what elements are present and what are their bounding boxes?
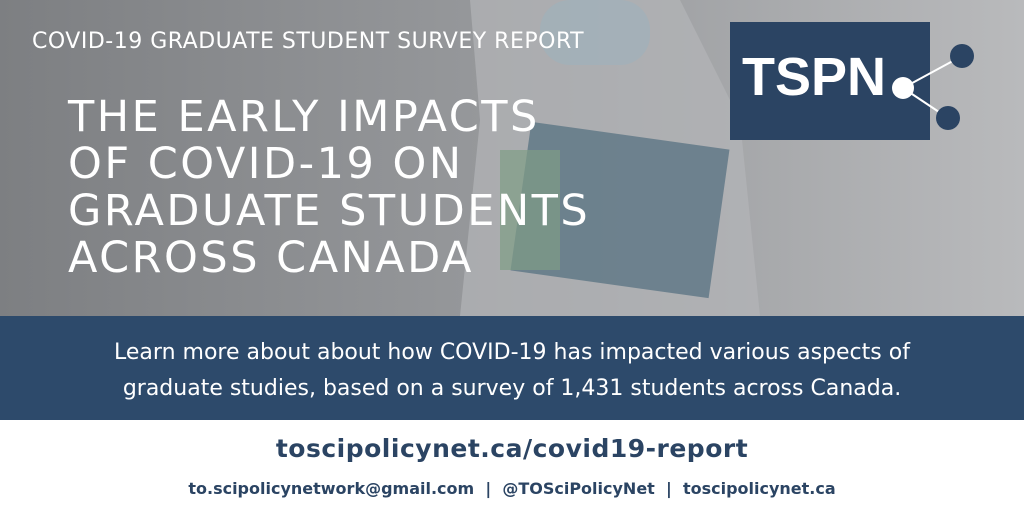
title-line: OF COVID-19 ON bbox=[68, 139, 463, 189]
logo-node bbox=[892, 77, 914, 99]
logo: TSPN bbox=[730, 22, 974, 140]
description: Learn more about about how COVID-19 has … bbox=[114, 340, 911, 401]
info-band bbox=[0, 316, 1024, 420]
contact-line: to.scipolicynetwork@gmail.com | @TOSciPo… bbox=[188, 479, 835, 499]
book-shape bbox=[510, 121, 730, 299]
description-line: graduate studies, based on a survey of 1… bbox=[123, 376, 901, 401]
logo-node bbox=[936, 106, 960, 130]
book-shape bbox=[500, 150, 560, 270]
title-line: ACROSS CANADA bbox=[68, 233, 474, 283]
footer-background bbox=[0, 420, 1024, 512]
subtitle: COVID-19 GRADUATE STUDENT SURVEY REPORT bbox=[32, 29, 584, 54]
report-url[interactable]: toscipolicynet.ca/covid19-report bbox=[276, 434, 748, 463]
logo-node bbox=[950, 44, 974, 68]
title-line: GRADUATE STUDENTS bbox=[68, 186, 590, 236]
mask-shape bbox=[540, 0, 650, 65]
title-line: THE EARLY IMPACTS bbox=[67, 92, 540, 142]
logo-text: TSPN bbox=[742, 47, 886, 107]
description-line: Learn more about about how COVID-19 has … bbox=[114, 340, 911, 365]
title: THE EARLY IMPACTS OF COVID-19 ON GRADUAT… bbox=[67, 92, 590, 283]
